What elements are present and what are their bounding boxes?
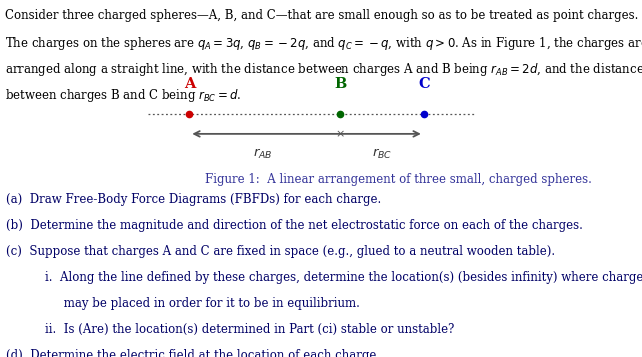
- Text: (d)  Determine the electric field at the location of each charge.: (d) Determine the electric field at the …: [6, 349, 381, 357]
- Text: The charges on the spheres are $q_A = 3q$, $q_B = -2q$, and $q_C = -q$, with $q : The charges on the spheres are $q_A = 3q…: [5, 35, 642, 52]
- Text: arranged along a straight line, with the distance between charges A and B being : arranged along a straight line, with the…: [5, 61, 642, 78]
- Text: (b)  Determine the magnitude and direction of the net electrostatic force on eac: (b) Determine the magnitude and directio…: [6, 219, 584, 232]
- Text: $\times$: $\times$: [335, 129, 345, 139]
- Text: ii.  Is (Are) the location(s) determined in Part (ci) stable or unstable?: ii. Is (Are) the location(s) determined …: [45, 323, 455, 336]
- Text: $r_{AB}$: $r_{AB}$: [254, 146, 273, 161]
- Text: i.  Along the line defined by these charges, determine the location(s) (besides : i. Along the line defined by these charg…: [45, 271, 642, 284]
- Text: (c)  Suppose that charges A and C are fixed in space (e.g., glued to a neutral w: (c) Suppose that charges A and C are fix…: [6, 245, 555, 258]
- Text: Consider three charged spheres—A, B, and C—that are small enough so as to be tre: Consider three charged spheres—A, B, and…: [5, 9, 639, 22]
- Text: $r_{BC}$: $r_{BC}$: [372, 146, 392, 161]
- Text: between charges B and C being $r_{BC} = d$.: between charges B and C being $r_{BC} = …: [5, 87, 241, 104]
- Text: may be placed in order for it to be in equilibrium.: may be placed in order for it to be in e…: [45, 297, 360, 310]
- Text: Figure 1:  A linear arrangement of three small, charged spheres.: Figure 1: A linear arrangement of three …: [205, 173, 593, 186]
- Text: C: C: [418, 77, 429, 91]
- Text: (a)  Draw Free-Body Force Diagrams (FBFDs) for each charge.: (a) Draw Free-Body Force Diagrams (FBFDs…: [6, 193, 382, 206]
- Text: A: A: [184, 77, 195, 91]
- Text: B: B: [334, 77, 347, 91]
